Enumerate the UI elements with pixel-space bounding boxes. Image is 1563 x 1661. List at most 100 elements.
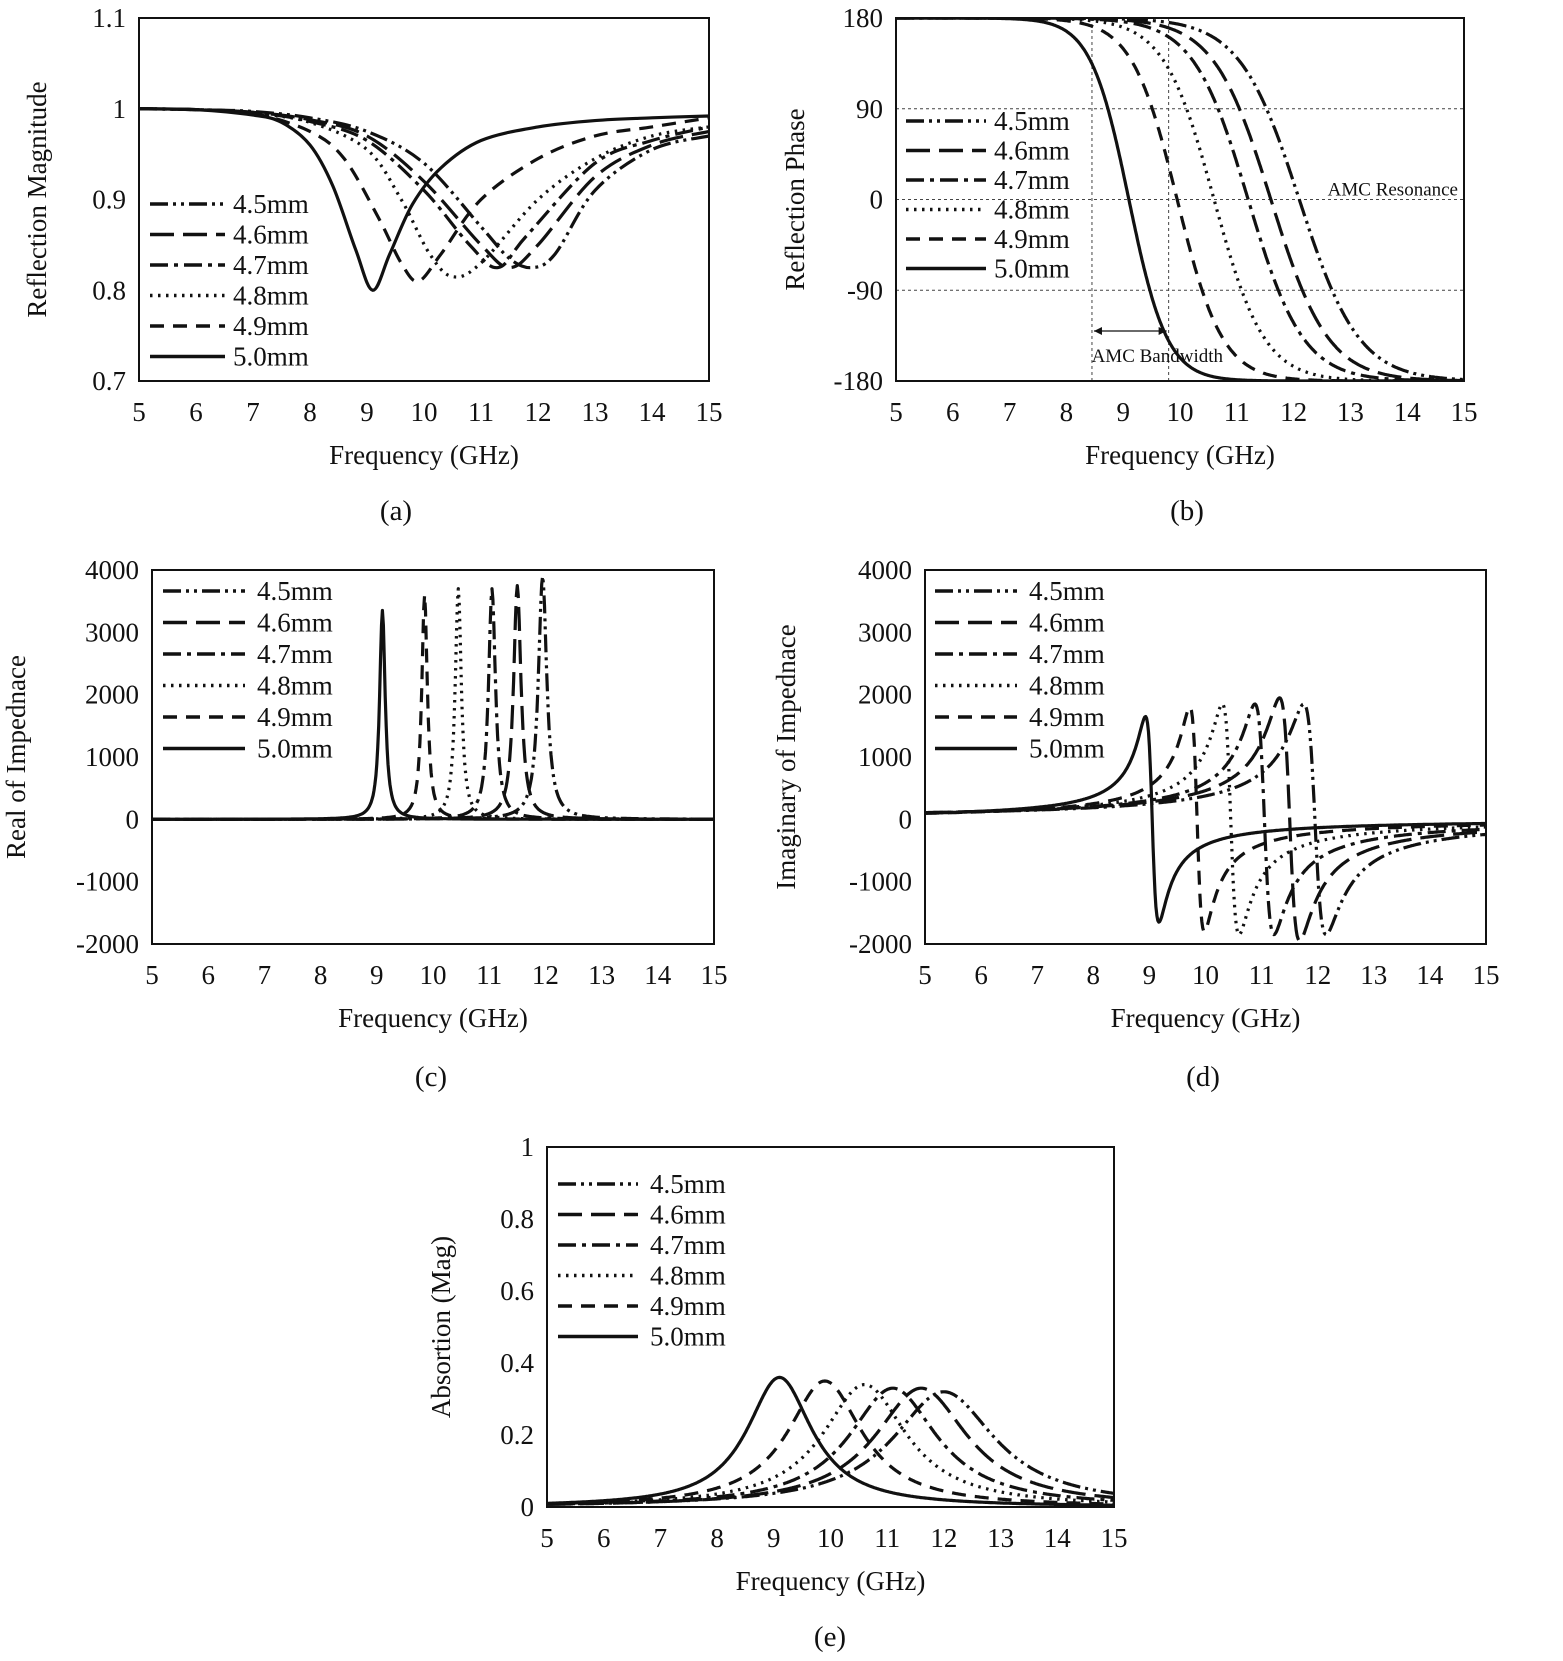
y-axis-label: Absortion (Mag) — [426, 1236, 456, 1418]
x-tick-label: 12 — [532, 960, 559, 990]
panel-caption: (c) — [415, 1061, 447, 1093]
panel-c: 5 6 7 8 9 10 11 12 13 14 15 -2000 -1000 0 1000 2000 3000… — [1, 555, 728, 1093]
x-tick-label: 14 — [1416, 960, 1444, 990]
plot-frame — [546, 1146, 1115, 1508]
y-tick-label: 0 — [870, 185, 884, 215]
y-tick-label: 0 — [126, 804, 140, 834]
plot-frame — [138, 17, 710, 382]
x-tick-label: 9 — [767, 1523, 781, 1553]
x-tick-label: 14 — [1044, 1523, 1072, 1553]
x-tick-label: 15 — [696, 397, 723, 427]
legend-label: 5.0mm — [1029, 734, 1105, 764]
y-tick-label: 1 — [521, 1132, 535, 1162]
legend-label: 4.9mm — [1029, 702, 1105, 732]
x-tick-label: 9 — [360, 397, 374, 427]
x-tick-label: 12 — [1304, 960, 1331, 990]
series-line-4.6mm — [152, 584, 714, 821]
legend-label: 4.9mm — [257, 702, 333, 732]
x-tick-label: 14 — [639, 397, 667, 427]
legend-label: 4.5mm — [1029, 576, 1105, 606]
x-tick-label: 13 — [1337, 397, 1364, 427]
x-tick-label: 6 — [189, 397, 203, 427]
legend-label: 4.8mm — [994, 195, 1070, 225]
y-tick-label: 2000 — [858, 680, 912, 710]
panel-a: 5 6 7 8 9 10 11 12 13 14 15 0.7 0.8 0.9 1 1.1 Frequency … — [22, 3, 723, 527]
legend-label: 5.0mm — [650, 1322, 726, 1352]
x-tick-label: 8 — [710, 1523, 724, 1553]
x-tick-label: 9 — [370, 960, 384, 990]
legend-label: 4.6mm — [650, 1200, 726, 1230]
y-tick-label: 0.8 — [500, 1204, 534, 1234]
x-tick-label: 12 — [930, 1523, 957, 1553]
legend-label: 4.7mm — [994, 165, 1070, 195]
x-tick-label: 5 — [540, 1523, 554, 1553]
series-line-4.7mm — [547, 1386, 1114, 1506]
panel-caption: (e) — [814, 1621, 846, 1653]
x-tick-label: 12 — [1280, 397, 1307, 427]
x-tick-label: 11 — [874, 1523, 900, 1553]
x-tick-label: 6 — [201, 960, 215, 990]
x-tick-label: 10 — [1167, 397, 1194, 427]
y-tick-label: 2000 — [85, 680, 139, 710]
legend-label: 4.8mm — [1029, 671, 1105, 701]
legend-label: 5.0mm — [994, 254, 1070, 284]
x-tick-label: 9 — [1116, 397, 1130, 427]
series-line-4.7mm — [896, 18, 1464, 381]
y-tick-label: 0 — [899, 804, 913, 834]
series-line-4.5mm — [547, 1390, 1114, 1506]
series-line-4.5mm — [152, 574, 714, 821]
plot-frame — [151, 569, 715, 945]
series-line-4.8mm — [139, 107, 709, 279]
y-tick-label: -1000 — [76, 867, 139, 897]
x-tick-label: 9 — [1143, 960, 1157, 990]
y-tick-label: 3000 — [858, 617, 912, 647]
x-axis-label: Frequency (GHz) — [736, 1566, 926, 1596]
y-tick-label: -90 — [847, 275, 883, 305]
legend-label: 4.6mm — [994, 136, 1070, 166]
x-tick-label: 7 — [246, 397, 260, 427]
y-tick-label: 0.2 — [500, 1420, 534, 1450]
series-line-4.5mm — [925, 702, 1486, 937]
series-line-5.0mm — [547, 1375, 1114, 1507]
series-group — [139, 107, 709, 292]
y-tick-label: 0.8 — [92, 275, 126, 305]
x-tick-label: 15 — [1451, 397, 1478, 427]
x-tick-label: 15 — [1473, 960, 1500, 990]
legend-label: 4.7mm — [1029, 639, 1105, 669]
x-tick-label: 13 — [1360, 960, 1387, 990]
panel-e: 5 6 7 8 9 10 11 12 13 14 15 0 0.2 0.4 0.6 0.8 1 Frequency… — [426, 1132, 1128, 1653]
legend-label: 4.6mm — [257, 608, 333, 638]
x-tick-label: 7 — [1030, 960, 1044, 990]
x-tick-label: 13 — [987, 1523, 1014, 1553]
x-tick-label: 15 — [701, 960, 728, 990]
y-tick-label: -2000 — [76, 929, 139, 959]
legend-label: 4.5mm — [257, 576, 333, 606]
x-tick-label: 8 — [303, 397, 317, 427]
x-tick-label: 11 — [1249, 960, 1275, 990]
legend-label: 5.0mm — [257, 734, 333, 764]
series-line-5.0mm — [139, 107, 709, 292]
y-tick-label: 90 — [856, 94, 883, 124]
series-line-4.6mm — [547, 1386, 1114, 1506]
series-line-4.9mm — [925, 705, 1486, 934]
x-tick-label: 11 — [468, 397, 494, 427]
y-tick-label: -180 — [834, 366, 884, 396]
x-axis-label: Frequency (GHz) — [1111, 1003, 1301, 1033]
series-group — [547, 1375, 1114, 1507]
legend-label: 4.7mm — [257, 639, 333, 669]
x-tick-label: 8 — [314, 960, 328, 990]
x-tick-label: 8 — [1087, 960, 1101, 990]
legend-label: 4.8mm — [650, 1261, 726, 1291]
x-tick-label: 14 — [1394, 397, 1422, 427]
x-tick-label: 7 — [1003, 397, 1017, 427]
x-tick-label: 6 — [946, 397, 960, 427]
y-tick-label: 1000 — [85, 742, 139, 772]
x-tick-label: 13 — [588, 960, 615, 990]
y-tick-label: -1000 — [849, 867, 912, 897]
legend-label: 4.8mm — [233, 281, 309, 311]
x-tick-label: 11 — [1224, 397, 1250, 427]
